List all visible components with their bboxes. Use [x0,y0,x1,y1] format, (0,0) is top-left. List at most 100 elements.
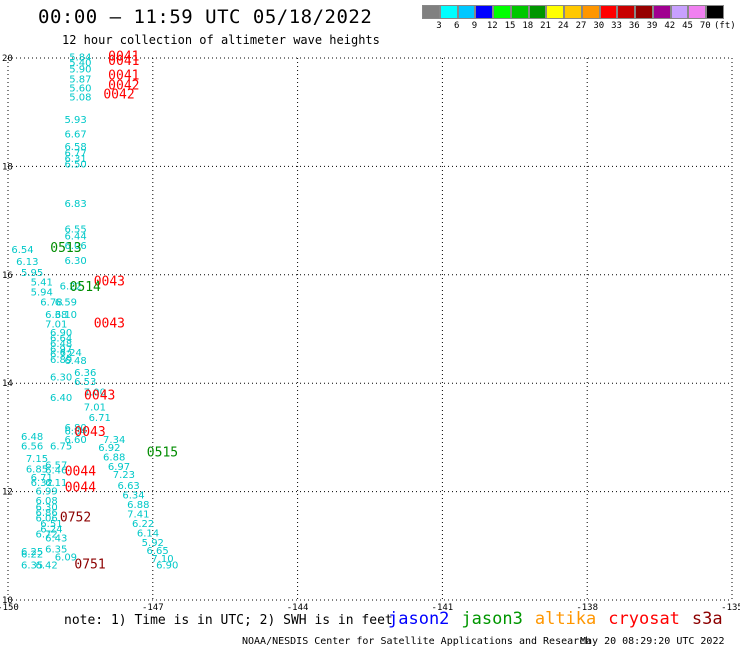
swh-value-label: 6.63 [118,481,140,492]
scale-swatch [510,5,529,19]
swh-value-label: 6.60 [64,435,86,446]
pass-time-label: 0513 [50,241,81,256]
swh-value-label: 6.97 [108,462,130,473]
x-tick-label: -147 [142,603,164,613]
swh-value-label: 6.06 [35,513,57,524]
color-scale-bar [422,5,724,19]
pass-time-label: 0043 [94,316,125,331]
credit-line: NOAA/NESDIS Center for Satellite Applica… [242,636,592,647]
swh-value-label: 6.30 [50,372,72,383]
swh-value-label: 6.57 [45,460,67,471]
swh-value-label: 5.41 [31,278,53,289]
y-tick-label: 14 [2,379,13,389]
scale-swatch [652,5,671,19]
swh-value-label: 6.32 [31,478,53,489]
swh-value-label: 5.90 [69,65,91,76]
swh-value-label: 6.59 [55,298,77,309]
swh-value-label: 6.58 [64,142,86,153]
x-tick-label: -144 [287,603,309,613]
swh-value-label: 6.42 [35,561,57,572]
swh-value-label: 7.01 [84,402,106,413]
swh-value-label: 6.35 [21,561,43,572]
swh-value-label: 6.22 [21,550,43,561]
swh-value-label: 6.75 [50,441,72,452]
scale-swatch [475,5,493,19]
swh-value-label: 6.30 [35,503,57,514]
scale-swatch [493,5,511,19]
swh-value-label: 6.64 [50,333,72,344]
swh-value-label: 5.87 [69,74,91,85]
swh-value-label: 5.84 [69,53,91,64]
swh-value-label: 7.15 [26,454,48,465]
scale-label: 36 [628,21,640,31]
swh-value-label: 7.41 [127,510,149,521]
swh-value-label: 6.44 [64,232,86,243]
swh-value-label: 5.60 [69,84,91,95]
swh-value-label: 5.95 [21,268,43,279]
scale-swatch [564,5,582,19]
swh-value-label: 6.84 [64,427,86,438]
page-title: 00:00 – 11:59 UTC 05/18/2022 [38,6,373,28]
scale-swatch [670,5,689,19]
swh-value-label: 6.22 [132,519,154,530]
swh-value-label: 6.56 [21,441,43,452]
swh-value-label: 6.86 [35,508,57,519]
swh-value-label: 6.31 [64,154,86,165]
swh-value-label: 7.00 [84,388,106,399]
scale-label: 30 [593,21,605,31]
swh-value-label: 6.48 [50,339,72,350]
swh-value-label: 6.48 [64,356,86,367]
pass-time-label: 0044 [65,481,96,496]
swh-value-label: 6.83 [64,199,86,210]
swh-value-label: 5.08 [69,92,91,103]
scale-label: 18 [522,21,534,31]
swh-value-label: 6.24 [60,348,82,359]
scale-label: 24 [557,21,569,31]
swh-value-label: 6.11 [45,478,67,489]
scale-label: 42 [664,21,676,31]
swh-value-label: 6.72 [50,350,72,361]
page-subtitle: 12 hour collection of altimeter wave hei… [62,33,380,47]
swh-value-label: 6.25 [21,547,43,558]
swh-value-label: 7.34 [103,435,125,446]
footnote: note: 1) Time is in UTC; 2) SWH is in fe… [64,613,393,628]
x-tick-label: -150 [0,603,19,613]
swh-value-label: 7.10 [151,554,173,565]
y-tick-label: 10 [2,596,13,606]
swh-value-label: 6.65 [146,546,168,557]
swh-value-label: 6.51 [40,519,62,530]
swh-value-label: 6.77 [64,149,86,160]
swh-value-label: 6.35 [45,544,67,555]
scale-label: 27 [575,21,587,31]
scale-label: (ft) [714,21,736,31]
scale-label: 3 [436,21,442,31]
swh-value-label: 6.99 [35,486,57,497]
swh-value-label: 6.54 [11,245,33,256]
swh-value-label: 6.90 [156,561,178,572]
swh-value-label: 6.09 [55,552,77,563]
swh-value-label: 5.94 [31,287,53,298]
pass-time-label: 0041 [108,54,139,69]
pass-time-label: 0514 [70,280,101,295]
x-tick-label: -135 [721,603,740,613]
swh-value-label: 6.89 [50,355,72,366]
scale-swatch [617,5,635,19]
swh-value-label: 6.85 [26,465,48,476]
swh-value-label: 6.34 [122,491,144,502]
swh-value-label: 6.53 [74,377,96,388]
scale-label: 39 [646,21,658,31]
swh-value-label: 6.10 [55,310,77,321]
mission-altika: altika [534,609,597,629]
swh-value-label: 6.92 [98,443,120,454]
swh-value-label: 5.93 [64,115,86,126]
pass-time-label: 0043 [74,425,105,440]
scale-swatch [688,5,706,19]
swh-value-label: 6.43 [45,533,67,544]
swh-value-label: 6.55 [64,225,86,236]
swh-value-label: 5.92 [142,538,164,549]
swh-value-label: 6.90 [50,328,72,339]
scale-label: 9 [471,21,478,31]
generation-timestamp: May 20 08:29:20 UTC 2022 [580,636,725,647]
x-tick-label: -138 [576,603,598,613]
